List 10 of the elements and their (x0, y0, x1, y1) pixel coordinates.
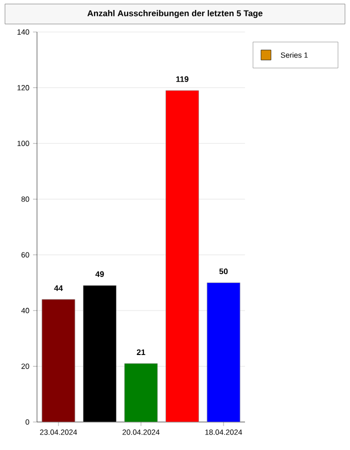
data-label: 49 (95, 271, 104, 277)
chart-title: Anzahl Ausschreibungen der letzten 5 Tage (87, 10, 262, 18)
data-label: 21 (136, 349, 146, 355)
bar (42, 299, 76, 422)
bar (166, 90, 199, 422)
bar (206, 282, 240, 422)
data-label: 119 (176, 76, 188, 82)
bar (124, 363, 158, 422)
data-label: 44 (54, 285, 63, 291)
data-label: 50 (219, 268, 228, 274)
